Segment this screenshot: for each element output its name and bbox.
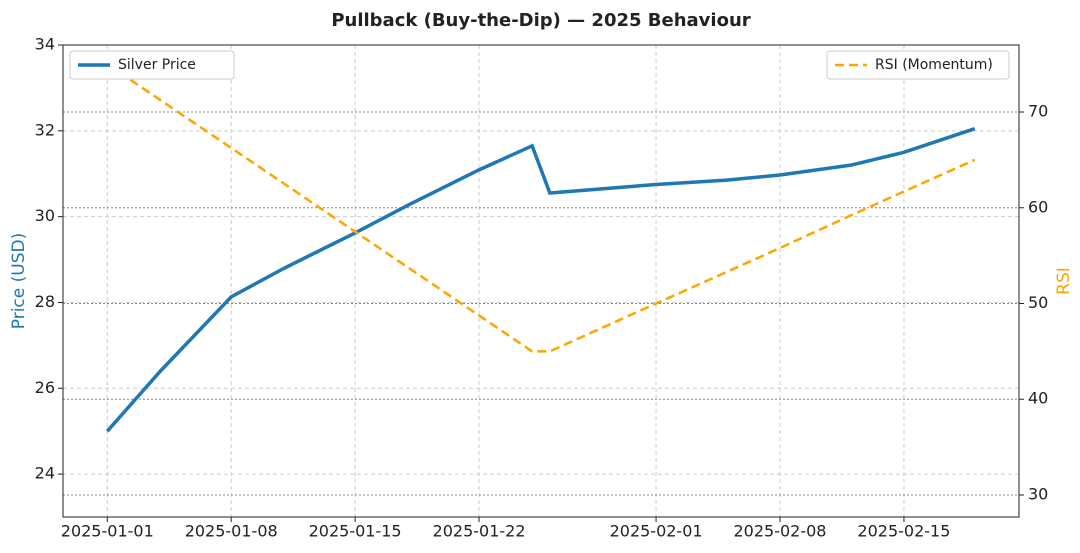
series-line: [106, 63, 976, 353]
series-line: [105, 127, 976, 433]
y2-axis-label: RSI: [1054, 267, 1074, 295]
x-tick-label: 2025-01-01: [61, 522, 154, 541]
x-tick-label: 2025-02-01: [610, 522, 703, 541]
plot-frame: [62, 44, 1020, 518]
x-tick-label: 2025-01-22: [433, 522, 526, 541]
y-tick-label: 30: [35, 206, 55, 225]
y-tick-label: 28: [35, 292, 55, 311]
y2-tick-label: 50: [1028, 293, 1048, 312]
legend-label: RSI (Momentum): [875, 57, 993, 73]
y-tick-label: 24: [35, 464, 55, 483]
y-tick-label: 26: [35, 378, 55, 397]
x-tick-label: 2025-01-08: [185, 522, 278, 541]
legend-box: [826, 50, 1010, 80]
y-tick-label: 34: [35, 35, 55, 54]
legend-box: [69, 50, 235, 80]
legend-label: Silver Price: [118, 57, 196, 73]
y-tick-label: 32: [35, 120, 55, 139]
y2-tick-label: 40: [1028, 389, 1048, 408]
y-axis-label: Price (USD): [9, 233, 29, 329]
y2-tick-label: 60: [1028, 197, 1048, 216]
y2-tick-label: 30: [1028, 484, 1048, 503]
x-tick-label: 2025-01-15: [309, 522, 402, 541]
x-tick-label: 2025-02-08: [734, 522, 827, 541]
x-tick-label: 2025-02-15: [857, 522, 950, 541]
y2-tick-label: 70: [1028, 102, 1048, 121]
chart-title: Pullback (Buy-the-Dip) — 2025 Behaviour: [331, 10, 750, 31]
